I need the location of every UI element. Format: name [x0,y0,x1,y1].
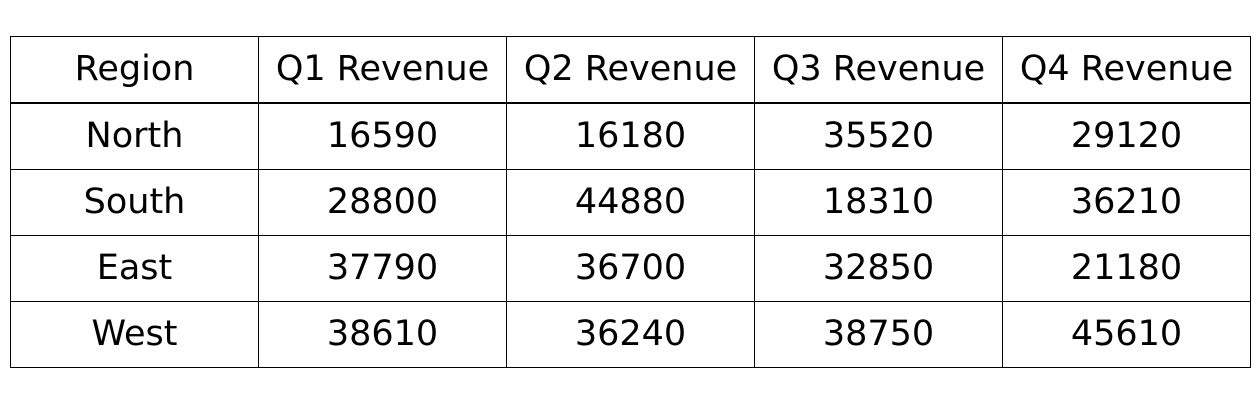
table-row: North 16590 16180 35520 29120 [10,102,1251,170]
value-cell: 36700 [506,235,755,302]
column-header: Q3 Revenue [754,36,1003,104]
table-row: South 28800 44880 18310 36210 [10,169,1251,236]
value-cell: 35520 [754,102,1003,170]
column-header: Q4 Revenue [1002,36,1251,104]
value-cell: 44880 [506,169,755,236]
value-cell: 16590 [258,102,507,170]
value-cell: 36240 [506,301,755,368]
value-cell: 37790 [258,235,507,302]
revenue-table: Region Q1 Revenue Q2 Revenue Q3 Revenue … [10,36,1251,368]
column-header: Q1 Revenue [258,36,507,104]
header-row: Region Q1 Revenue Q2 Revenue Q3 Revenue … [10,36,1251,104]
value-cell: 28800 [258,169,507,236]
value-cell: 32850 [754,235,1003,302]
table-row: West 38610 36240 38750 45610 [10,301,1251,368]
value-cell: 38610 [258,301,507,368]
column-header: Region [10,36,259,104]
region-cell: West [10,301,259,368]
value-cell: 45610 [1002,301,1251,368]
value-cell: 16180 [506,102,755,170]
value-cell: 18310 [754,169,1003,236]
column-header: Q2 Revenue [506,36,755,104]
table-row: East 37790 36700 32850 21180 [10,235,1251,302]
region-cell: South [10,169,259,236]
value-cell: 29120 [1002,102,1251,170]
value-cell: 36210 [1002,169,1251,236]
value-cell: 21180 [1002,235,1251,302]
region-cell: East [10,235,259,302]
region-cell: North [10,102,259,170]
value-cell: 38750 [754,301,1003,368]
